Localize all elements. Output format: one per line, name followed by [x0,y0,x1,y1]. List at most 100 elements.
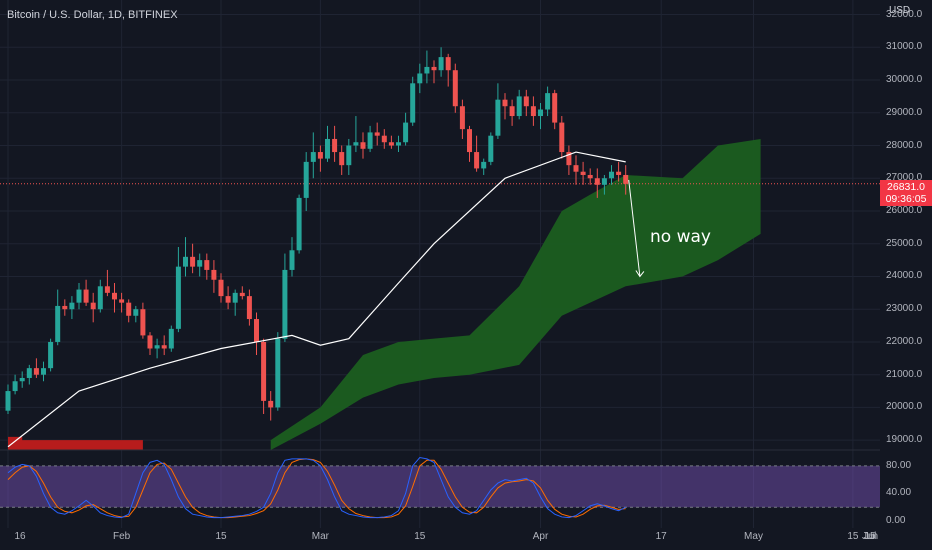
currency-label: USD [889,5,911,16]
candle-body [69,302,75,310]
stochastic-tick-label: 80.00 [886,459,912,471]
candle-body [112,292,117,300]
candle-body [197,260,203,267]
stochastic-tick-label: 0.00 [886,515,906,527]
candle-body [374,132,380,136]
candle-body [552,93,558,123]
annotation-arrow [628,179,641,277]
candle-body [580,171,586,175]
price-tick-label: 29000.0 [886,106,923,118]
candle-body [90,302,96,310]
candle-body [126,302,132,316]
candle-body [19,377,25,382]
price-tick-label: 20000.0 [886,401,923,413]
candle-body [310,152,316,162]
candle-body [26,368,32,378]
price-tick-label: 30000.0 [886,74,923,86]
annotation-text: no way [650,227,711,247]
candle-body [566,152,572,166]
ichimoku-cloud-bullish [270,138,761,451]
candle-body [623,174,629,184]
time-tick-label: May [744,531,763,542]
candle-body [41,368,46,375]
candle-body [431,66,437,71]
candle-body [339,152,345,166]
candle-body [183,256,188,267]
candle-body [133,309,139,316]
candle-body [559,122,565,153]
candle-body [594,178,600,185]
candle-body [332,138,338,153]
time-tick-label: Jun [861,531,879,542]
candle-body [601,178,607,185]
stochastic-k-line [7,456,626,519]
last-price-value: 26831.0 [887,181,925,193]
candle-body [325,138,330,159]
candle-body [502,99,508,107]
candle-body [495,99,501,136]
candle-body [481,161,487,169]
price-tick-label: 32000.0 [886,8,923,20]
candle-body [396,142,401,146]
candle-body [346,145,352,166]
candle-body [147,335,153,349]
time-tick-label: Apr [532,531,549,542]
price-tick-label: 28000.0 [886,139,923,151]
candle-body [140,309,146,336]
price-tick-label: 31000.0 [886,41,923,53]
candle-body [424,66,430,74]
time-tick-label: Jul [863,531,877,542]
candle-body [289,250,295,270]
candle-body [175,266,181,329]
candle-body [211,269,217,280]
candle-body [509,106,515,117]
candle-body [538,109,543,117]
candle-body [275,338,281,408]
candle-body [254,319,259,342]
price-tick-label: 23000.0 [886,303,923,315]
time-tick-label: 15 [414,531,426,542]
candle-body [587,174,593,179]
candle-body [33,368,39,375]
candle-body [218,279,224,297]
candle-body [438,57,444,71]
candle-body [246,296,252,320]
stochastic-band [0,465,880,508]
candle-body [12,381,18,392]
ichimoku-cloud-bearish [8,407,143,450]
candle-body [282,269,288,339]
candle-body [488,135,494,162]
candle-body [516,96,522,117]
moving-average-line [7,151,626,448]
candle-body [573,165,579,172]
candle-body [530,106,536,117]
candle-body [62,305,68,310]
candle-body [55,305,61,342]
time-tick-label: Feb [112,531,131,542]
annotation-arrowhead [635,270,645,278]
candle-body [381,135,387,143]
candle-body [388,142,394,146]
candle-body [545,93,551,110]
price-axis[interactable]: 19000.0 20000.0 21000.0 22000.0 23000.0 24000… [886,0,932,550]
candle-body [616,171,622,175]
time-tick-label: 17 [655,531,667,542]
candle-body [360,142,366,149]
candle-body [204,260,210,270]
candle-body [403,122,409,143]
candle-body [410,83,416,123]
candle-body [225,296,231,303]
price-tick-label: 19000.0 [886,434,923,446]
candle-body [303,161,309,198]
price-tick-label: 26000.0 [886,204,923,216]
candle-body [190,256,196,267]
candle-body [261,341,267,401]
time-tick-label: 15 [215,531,227,542]
last-price-tag: 26831.0 09:36:05 [880,180,932,206]
candle-body [239,292,245,297]
candle-body [417,73,423,84]
candle-body [459,106,465,130]
candle-body [83,289,89,303]
candle-body [474,152,480,169]
